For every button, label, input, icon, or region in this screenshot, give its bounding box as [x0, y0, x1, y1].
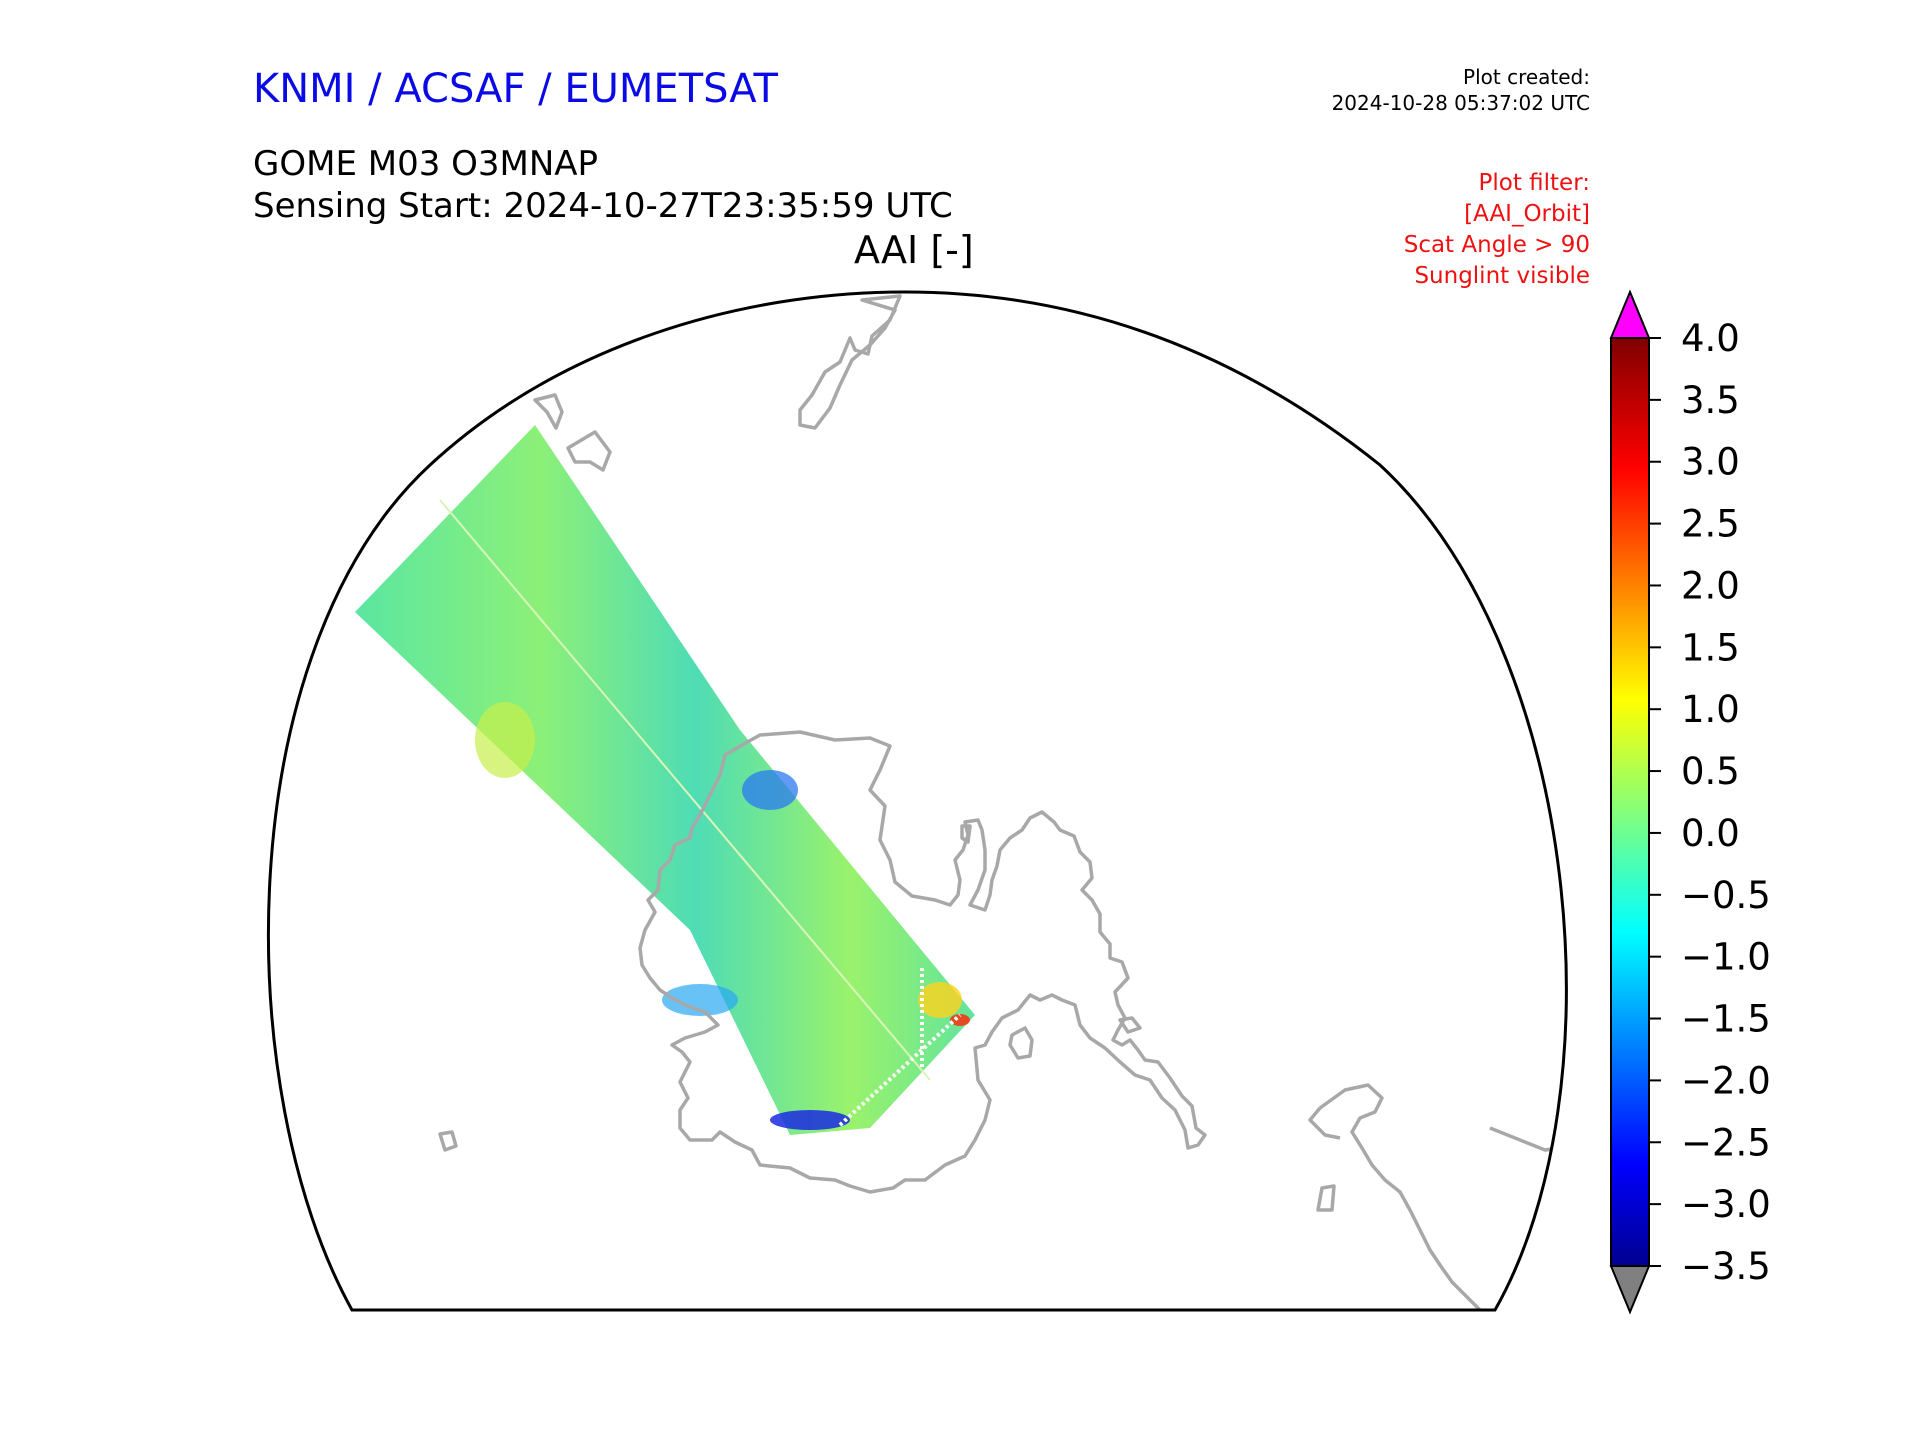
colorbar-tick-label: −1.5	[1681, 998, 1771, 1041]
colorbar-tick-label: 0.0	[1681, 812, 1740, 855]
coastline-island	[533, 393, 564, 430]
colorbar-tick-label: 3.0	[1681, 441, 1740, 484]
colorbar-tick-label: 0.5	[1681, 750, 1740, 793]
coastline-island	[438, 1130, 458, 1152]
organization-title: KNMI / ACSAF / EUMETSAT	[253, 66, 778, 112]
colorbar-tick-label: 2.0	[1681, 564, 1740, 607]
colorbar-tick-label: 1.5	[1681, 626, 1740, 669]
coastline-new-zealand	[798, 294, 902, 430]
colorbar-tick-label: 1.0	[1681, 688, 1740, 731]
coastline-antarctica	[638, 730, 1207, 1194]
plot-filter-line: Scat Angle > 90	[1403, 232, 1590, 258]
sensing-start-label: Sensing Start: 2024-10-27T23:35:59 UTC	[253, 186, 953, 226]
colorbar-tick-label: 2.5	[1681, 503, 1740, 546]
map-frame	[266, 290, 1568, 1312]
coastline-island	[1118, 1016, 1142, 1034]
coastline-island	[960, 824, 972, 844]
plot-created-label: Plot created:	[1463, 65, 1590, 89]
plot-filter-line: [AAI_Orbit]	[1464, 201, 1590, 227]
colorbar-tick-label: −2.5	[1681, 1121, 1771, 1164]
aai-low-patch	[662, 984, 738, 1016]
colorbar-tick-label: 3.5	[1681, 379, 1740, 422]
swath-layer	[355, 425, 975, 1135]
coastline-island	[566, 430, 612, 472]
colorbar-tick-label: −3.0	[1681, 1183, 1771, 1226]
colorbar-extend-low	[1609, 1265, 1651, 1315]
colorbar-ticks: 4.0 3.5 3.0 2.5 2.0 1.5 1.0 0.5 0.0 −0.5 −1.0 −1.5 −…	[1649, 317, 1771, 1288]
colorbar-tick-label: −1.0	[1681, 936, 1771, 979]
map-title: AAI [-]	[854, 228, 974, 272]
colorbar-tick-label: 4.0	[1681, 317, 1740, 360]
product-title: GOME M03 O3MNAP	[253, 144, 599, 184]
coastline-peninsula	[1008, 1026, 1034, 1060]
colorbar-extend-high	[1609, 289, 1651, 339]
colorbar-tick-label: −3.5	[1681, 1245, 1771, 1288]
plot-filter-label: Plot filter:	[1478, 170, 1590, 196]
plot-filter-block: Plot filter: [AAI_Orbit] Scat Angle > 90…	[1404, 168, 1590, 292]
colorbar-gradient	[1610, 337, 1650, 1267]
coastline-south-america	[1318, 1083, 1482, 1310]
aai-high-patch	[918, 982, 962, 1018]
plot-filter-line: Sunglint visible	[1414, 263, 1590, 289]
aai-high-patch	[475, 702, 535, 778]
aai-swath	[355, 425, 975, 1135]
aai-low-patch	[770, 1110, 850, 1130]
coastline-south-america	[1308, 1106, 1341, 1140]
aai-low-patch	[742, 770, 798, 810]
coastline-south-america	[1489, 1126, 1561, 1152]
colorbar: 4.0 3.5 3.0 2.5 2.0 1.5 1.0 0.5 0.0 −0.5 −1.0 −1.5 −…	[1609, 289, 1771, 1315]
swath-track-line	[439, 499, 931, 1081]
plot-created-time: 2024-10-28 05:37:02 UTC	[1331, 91, 1590, 115]
colorbar-tick-label: −2.0	[1681, 1059, 1771, 1102]
coastline-layer	[438, 294, 1561, 1310]
coastline-island	[1316, 1184, 1336, 1212]
colorbar-tick-label: −0.5	[1681, 874, 1771, 917]
plot-created-block: Plot created: 2024-10-28 05:37:02 UTC	[1332, 64, 1590, 116]
